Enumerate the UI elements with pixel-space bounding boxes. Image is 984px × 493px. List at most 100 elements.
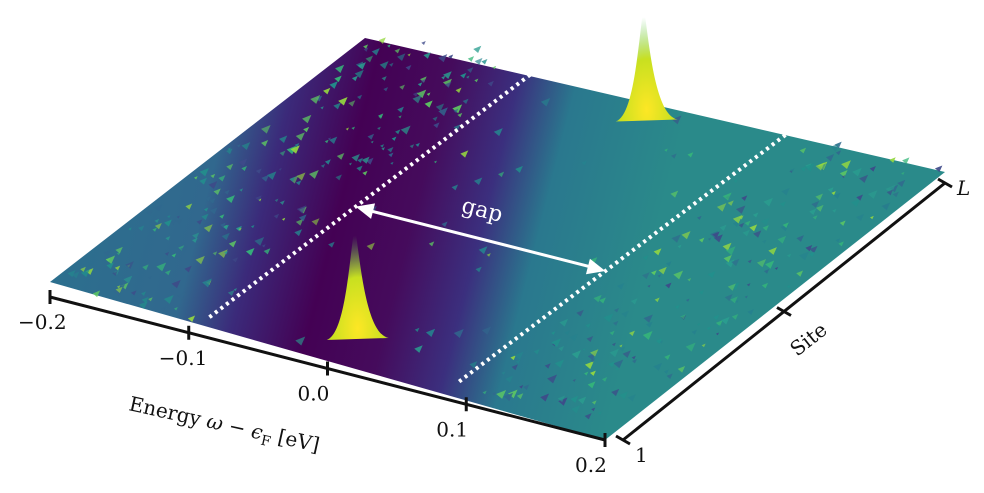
surface-facet [432, 116, 438, 122]
surface-facet [564, 330, 570, 336]
surface-facet [414, 345, 423, 353]
surface-facet [130, 290, 137, 296]
surface-facet [289, 175, 299, 184]
surface-facet [171, 253, 177, 258]
surface-facet [199, 177, 207, 185]
surface-facet [478, 246, 488, 255]
surface-facet [409, 144, 415, 149]
surface-facet [160, 307, 166, 312]
surface-facet [295, 180, 302, 186]
surface-facet [254, 236, 265, 246]
surface-facet [112, 270, 118, 276]
surface-facet [165, 236, 171, 241]
surface-facet [493, 128, 503, 137]
surface-facet [416, 89, 427, 99]
surface-facet [774, 266, 779, 270]
surface-facet [453, 108, 459, 114]
surface-facet [335, 64, 345, 73]
surface-facet [569, 333, 579, 342]
surface-facet [611, 388, 620, 397]
surface-facet [741, 195, 748, 201]
surface-facet [786, 253, 792, 258]
surface-facet [653, 248, 662, 256]
surface-facet [378, 37, 386, 44]
surface-facet [474, 78, 479, 83]
surface-facet [533, 348, 540, 355]
surface-facet [180, 245, 188, 253]
surface-facet [388, 152, 394, 158]
surface-facet [670, 153, 677, 159]
surface-facet [394, 48, 401, 54]
site-axis-title: Site [785, 317, 831, 361]
surface-facet [475, 266, 482, 273]
surface-facet [455, 87, 462, 94]
surface-facet [830, 143, 840, 152]
surface-facet [749, 224, 758, 232]
surface-facet [103, 250, 111, 257]
surface-facet [148, 276, 152, 280]
surface-facet [391, 136, 397, 141]
energy-axis-title: Energy ω − ϵF [eV] [126, 391, 322, 460]
surface-facet [544, 363, 551, 369]
surface-facet [120, 284, 126, 288]
surface-facet [421, 40, 426, 45]
surface-facet [617, 283, 625, 290]
surface-facet [296, 172, 306, 181]
surface-facet [551, 331, 556, 335]
surface-facet [677, 365, 686, 373]
surface-facet [572, 378, 576, 382]
surface-facet [193, 176, 198, 180]
surface-facet [901, 171, 905, 175]
surface-facet [146, 209, 153, 216]
surface-facet [381, 76, 387, 81]
energy-tick-label: −0.1 [159, 346, 208, 370]
surface-facet [516, 393, 524, 400]
surface-facet [681, 231, 691, 240]
surface-facet [148, 297, 153, 302]
surface-facet [622, 350, 631, 358]
surface-facet [589, 370, 596, 376]
surface-facet [451, 184, 459, 191]
surface-facet [547, 374, 558, 384]
surface-facet [466, 75, 470, 79]
site-axis-ticks: 1L [615, 176, 970, 467]
surface-facet [273, 213, 280, 219]
surface-facet [496, 389, 507, 399]
surface-facet [128, 227, 132, 231]
surface-facet [664, 148, 668, 152]
peaks-layer [326, 5, 678, 340]
surface-facet [687, 277, 692, 282]
surface-facet [154, 204, 163, 212]
surface-facet [642, 331, 653, 340]
surface-facet [328, 241, 335, 248]
surface-facet [713, 314, 720, 321]
surface-facet [279, 150, 286, 156]
surface-facet [125, 261, 134, 269]
surface-facet [835, 150, 842, 156]
surface-facet [591, 407, 596, 412]
surface-facet [383, 87, 389, 92]
surface-facet [643, 314, 653, 323]
surface-facet [597, 411, 602, 416]
surface-facet [902, 157, 910, 165]
surface-facet [796, 270, 804, 277]
surface-facet [255, 168, 262, 174]
surface-facet [800, 166, 807, 172]
surface-facet [558, 345, 565, 352]
surface-facet [441, 75, 446, 80]
surface-facet [697, 215, 702, 220]
surface-facet [653, 362, 663, 371]
surface-facet [742, 229, 750, 237]
surface-facet [241, 142, 251, 151]
surface-facet [492, 392, 496, 396]
surface-facet [467, 56, 475, 62]
surface-facet [511, 364, 518, 371]
surface-facet [366, 242, 375, 251]
surface-facet [760, 217, 770, 226]
surface-facet [716, 203, 727, 212]
surface-facet [171, 280, 181, 289]
surface-facet [123, 275, 133, 284]
surface-facet [738, 215, 744, 220]
surface-facet [334, 75, 342, 83]
surface-facet [730, 282, 740, 291]
